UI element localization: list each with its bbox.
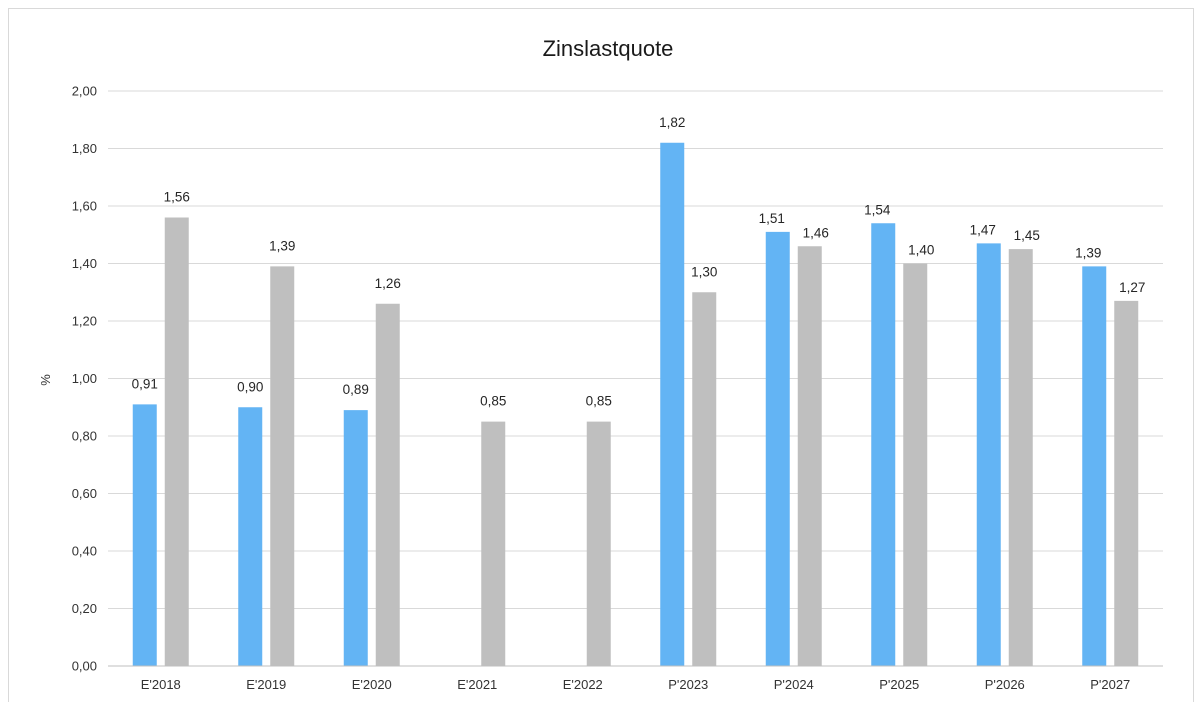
data-label: 1,27: [1119, 280, 1145, 295]
y-tick-label: 1,60: [72, 199, 97, 214]
data-label: 1,26: [375, 276, 401, 291]
bar: [1082, 266, 1107, 666]
y-tick-label: 2,00: [72, 84, 97, 99]
bar: [660, 142, 685, 666]
data-label: 1,39: [1075, 245, 1101, 260]
data-label: 1,56: [164, 190, 190, 205]
y-tick-label: 1,00: [72, 371, 97, 386]
data-label: 1,54: [864, 202, 891, 217]
bar: [270, 266, 295, 666]
bar: [132, 404, 157, 666]
bar: [375, 303, 400, 666]
data-label: 0,90: [237, 379, 263, 394]
bar: [976, 243, 1001, 666]
bar: [765, 231, 790, 666]
data-label: 0,85: [480, 394, 506, 409]
bar: [343, 410, 368, 666]
chart-title: Zinslastquote: [543, 36, 674, 61]
x-tick-label: E'2018: [141, 677, 181, 692]
y-axis-title: %: [38, 374, 53, 386]
bar: [586, 421, 611, 666]
x-tick-label: P'2023: [668, 677, 708, 692]
bar: [1114, 300, 1139, 666]
data-label: 1,46: [803, 225, 829, 240]
bar: [692, 292, 717, 666]
data-label: 1,45: [1014, 228, 1040, 243]
y-tick-label: 0,40: [72, 544, 97, 559]
bar: [481, 421, 506, 666]
bar: [903, 263, 928, 666]
data-label: 1,82: [659, 115, 685, 130]
bar: [871, 223, 896, 666]
data-label: 0,89: [343, 382, 369, 397]
y-tick-label: 1,40: [72, 256, 97, 271]
data-label: 1,47: [970, 222, 996, 237]
bars: [132, 142, 1139, 666]
x-tick-label: E'2021: [457, 677, 497, 692]
x-tick-label: P'2024: [774, 677, 814, 692]
data-labels: 0,91 0,90 0,89 1,82 1,51 1,54 1,47 1,39 1,56 1,39…: [132, 115, 1146, 409]
x-tick-label: P'2026: [985, 677, 1025, 692]
y-tick-label: 0,60: [72, 486, 97, 501]
y-tick-label: 0,20: [72, 601, 97, 616]
gridlines: [108, 90, 1163, 609]
x-tick-label: E'2020: [352, 677, 392, 692]
axes: 0,00 0,20 0,40 0,60 0,80 1,00 1,20 1,40 1,60 1,80…: [72, 84, 1163, 692]
x-tick-label: E'2019: [246, 677, 286, 692]
bar: [1008, 249, 1033, 666]
y-tick-label: 1,80: [72, 141, 97, 156]
data-label: 1,40: [908, 243, 934, 258]
y-tick-label: 0,00: [72, 659, 97, 674]
x-tick-label: P'2025: [879, 677, 919, 692]
data-label: 1,30: [691, 264, 717, 279]
bar: [238, 407, 263, 666]
data-label: 0,85: [586, 394, 612, 409]
data-label: 0,91: [132, 376, 158, 391]
x-tick-label: P'2027: [1090, 677, 1130, 692]
x-tick-label: E'2022: [563, 677, 603, 692]
bar: [797, 246, 822, 666]
y-tick-label: 0,80: [72, 429, 97, 444]
bar: [164, 217, 189, 666]
y-tick-label: 1,20: [72, 314, 97, 329]
data-label: 1,39: [269, 238, 295, 253]
data-label: 1,51: [759, 211, 785, 226]
